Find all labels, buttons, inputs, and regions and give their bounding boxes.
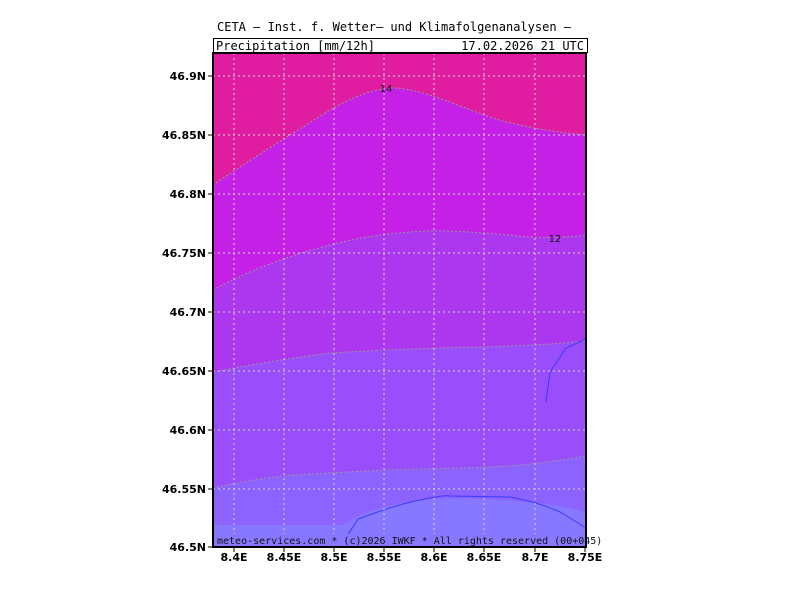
x-tick-label: 8.7E <box>521 551 548 564</box>
contour-line-10 <box>213 340 586 373</box>
y-tick-label: 46.6N <box>170 424 206 437</box>
y-tick-label: 46.75N <box>162 247 206 260</box>
x-tick-label: 8.75E <box>568 551 603 564</box>
y-tick-label: 46.85N <box>162 129 206 142</box>
x-tick-label: 8.5E <box>320 551 347 564</box>
x-tick-label: 8.45E <box>267 551 302 564</box>
y-tick-label: 46.8N <box>170 188 206 201</box>
contour-label-14: 14 <box>380 84 393 95</box>
footer-strip <box>213 534 586 547</box>
contour-label-12: 12 <box>549 234 562 245</box>
map-subheader: Precipitation_[mm/12h] 17.02.2026 21 UTC <box>213 38 588 53</box>
variable-label: Precipitation_[mm/12h] <box>216 39 375 53</box>
y-axis: 46.9N 46.85N 46.8N 46.75N 46.7N 46.65N 4… <box>162 70 213 554</box>
x-tick-label: 8.65E <box>467 551 502 564</box>
precip-field <box>213 53 586 547</box>
x-tick-label: 8.6E <box>420 551 447 564</box>
contour-line-12 <box>213 230 586 291</box>
grid <box>213 53 586 547</box>
y-tick-label: 46.55N <box>162 483 206 496</box>
plot-frame <box>212 52 587 548</box>
y-tick-label: 46.7N <box>170 306 206 319</box>
y-tick-label: 46.5N <box>170 541 206 554</box>
y-tick-label: 46.65N <box>162 365 206 378</box>
valid-datetime: 17.02.2026 21 UTC <box>461 39 584 53</box>
x-tick-label: 8.55E <box>367 551 402 564</box>
precip-band-bottom-edge <box>213 498 586 527</box>
contour-line-low-east <box>545 338 586 403</box>
x-axis: 8.4E 8.45E 8.5E 8.55E 8.6E 8.65E 8.7E 8.… <box>220 547 602 564</box>
contour-line-8 <box>213 455 586 489</box>
y-tick-label: 46.9N <box>170 70 206 83</box>
x-tick-label: 8.4E <box>220 551 247 564</box>
map-title: CETA — Inst. f. Wetter— und Klimafolgena… <box>217 20 572 34</box>
footer-credit: meteo-services.com * (c)2026 IWKF * All … <box>217 536 602 547</box>
contour-line-low-south <box>339 495 586 547</box>
